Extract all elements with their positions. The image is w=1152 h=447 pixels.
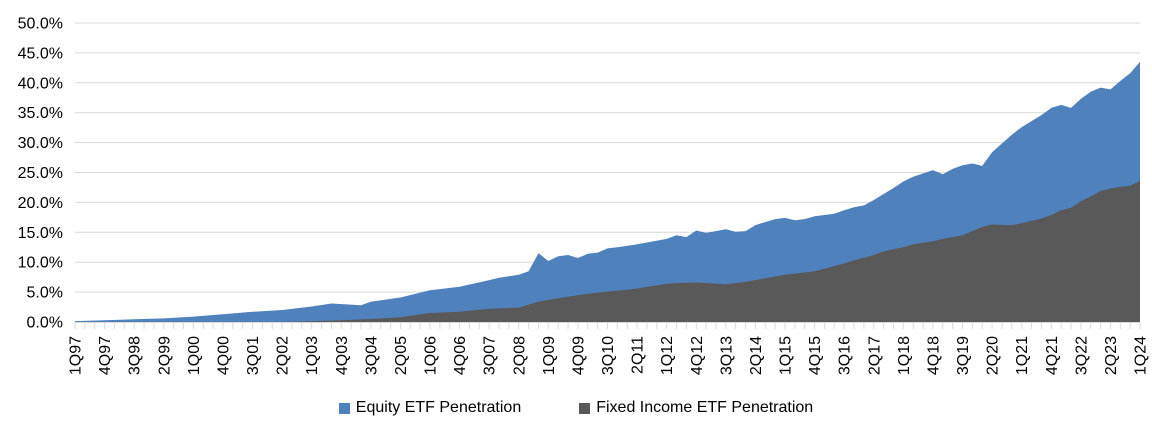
y-axis-tick-label: 35.0% (18, 105, 63, 122)
x-axis-tick-label: 2Q20 (985, 336, 1002, 375)
x-axis-tick-label: 3Q98 (127, 336, 144, 375)
plot-svg: 0.0% 5.0% 10.0% 15.0% 20.0% 25.0% 30.0% 35.0% 40… (18, 16, 1150, 376)
y-axis-tick-label: 10.0% (18, 255, 63, 272)
x-axis-tick-label: 1Q03 (304, 336, 321, 375)
x-axis-tick-label: 2Q23 (1103, 336, 1120, 375)
x-axis-tick-label: 1Q00 (186, 336, 203, 375)
x-axis-tick-label: 3Q10 (600, 336, 617, 375)
x-axis-tick-label: 1Q15 (778, 336, 795, 375)
x-axis-tick-label: 2Q08 (511, 336, 528, 375)
x-axis-tick-label: 1Q06 (423, 336, 440, 375)
x-axis-tick-label: 2Q02 (275, 336, 292, 375)
x-axis-tick-label: 4Q00 (215, 336, 232, 375)
x-axis-tick-label: 4Q09 (570, 336, 587, 375)
x-axis-tick-label: 4Q18 (925, 336, 942, 375)
x-axis-tick-label: 4Q97 (97, 336, 114, 375)
x-axis-tick-label: 3Q19 (955, 336, 972, 375)
x-axis-tick-label: 2Q99 (156, 336, 173, 375)
legend-item-fixed-income: Fixed Income ETF Penetration (579, 399, 813, 417)
y-axis-tick-label: 50.0% (18, 16, 63, 33)
y-axis-tick-label: 5.0% (27, 285, 63, 302)
y-axis-tick-label: 0.0% (27, 315, 63, 332)
x-axis-tick-label: 2Q11 (630, 336, 647, 374)
x-axis-tick-label: 1Q09 (541, 336, 558, 375)
legend-label-fixed-income: Fixed Income ETF Penetration (596, 399, 814, 416)
y-axis-tick-label: 45.0% (18, 45, 63, 62)
x-axis-tick-label: 2Q14 (748, 336, 765, 375)
chart-legend: Equity ETF Penetration Fixed Income ETF … (0, 399, 1152, 417)
y-axis-tick-label: 25.0% (18, 165, 63, 182)
x-axis-tick-label: 1Q18 (896, 336, 913, 375)
x-axis-tick-label: 3Q04 (363, 336, 380, 375)
legend-swatch-equity-icon (338, 402, 350, 414)
y-axis-tick-label: 30.0% (18, 135, 63, 152)
x-axis-tick-label: 4Q12 (689, 336, 706, 375)
x-axis-tick-label: 3Q22 (1073, 336, 1090, 375)
x-axis-tick-label: 3Q01 (245, 336, 262, 375)
x-axis-tick-label: 1Q12 (659, 336, 676, 375)
x-axis-tick-label: 4Q15 (807, 336, 824, 375)
legend-item-equity: Equity ETF Penetration (338, 399, 522, 417)
x-axis-tick-label: 1Q21 (1014, 336, 1031, 375)
legend-swatch-fixed-income-icon (579, 402, 591, 414)
legend-label-equity: Equity ETF Penetration (355, 399, 522, 416)
x-axis-tick-label: 3Q13 (718, 336, 735, 375)
area-series-fixed-income (75, 180, 1140, 322)
x-axis-tick-label: 1Q24 (1133, 336, 1150, 375)
y-axis-tick-label: 15.0% (18, 225, 63, 242)
x-axis-tick-label: 1Q97 (68, 336, 85, 375)
x-axis-tick-label: 2Q17 (866, 336, 883, 375)
x-axis-tick-label: 4Q03 (334, 336, 351, 375)
x-axis-tick-label: 4Q06 (452, 336, 469, 375)
x-axis-tick-label: 2Q05 (393, 336, 410, 375)
x-axis-tick-label: 3Q16 (837, 336, 854, 375)
x-axis-tick-label: 3Q07 (482, 336, 499, 375)
x-axis-tick-label: 4Q21 (1044, 336, 1061, 375)
y-axis-tick-label: 40.0% (18, 75, 63, 92)
y-axis-tick-label: 20.0% (18, 195, 63, 212)
